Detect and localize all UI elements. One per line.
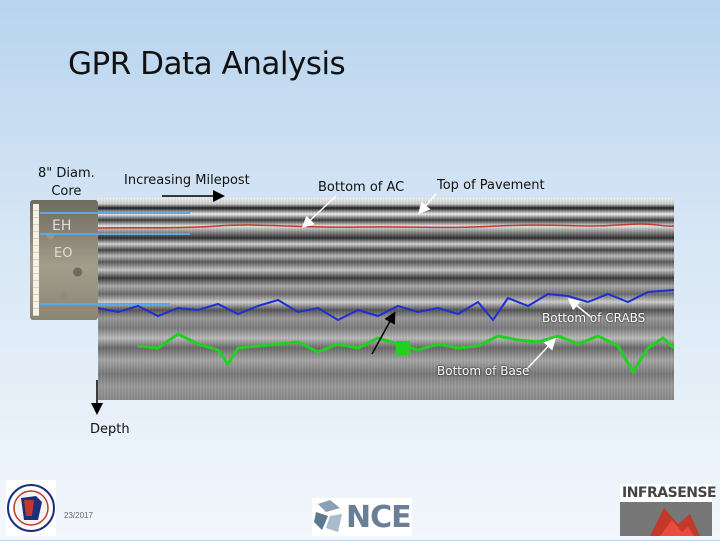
nce-emblem-icon <box>314 500 342 532</box>
core-label-line2: Core <box>51 184 82 199</box>
infrasense-logo-text: INFRASENSE <box>622 485 717 501</box>
slide-title: GPR Data Analysis <box>68 46 346 82</box>
top-pavement-arrow <box>418 193 437 215</box>
bottom-base-arrow <box>525 337 557 371</box>
green-marker <box>396 341 410 355</box>
core-label-line1: 8" Diam. <box>38 166 95 181</box>
core-label: 8" Diam. Core <box>38 165 95 201</box>
nce-logo <box>312 498 412 536</box>
bottom-crabs-label: Bottom of CRABS <box>542 311 646 325</box>
infrasense-graphic <box>620 502 712 536</box>
gpr-layer-lines <box>98 223 674 375</box>
core-marking-1: EH <box>52 218 72 234</box>
core-sample-photo <box>30 200 98 320</box>
core-marking-2: EO <box>54 246 73 261</box>
nce-logo-text: NCE <box>346 500 412 535</box>
core-ruler <box>33 204 39 316</box>
bottom-ac-arrow <box>301 195 337 229</box>
slide-date: 23/2017 <box>64 511 93 520</box>
bottom-ac-label: Bottom of AC <box>318 180 405 195</box>
bottom-base-label: Bottom of Base <box>437 364 530 378</box>
milepost-label: Increasing Milepost <box>124 173 250 188</box>
itd-logo <box>6 480 56 536</box>
bottom-crabs-arrow <box>567 298 593 319</box>
top-pavement-label: Top of Pavement <box>437 178 545 193</box>
ac-to-crabs-arrow <box>371 311 396 355</box>
bottom-crabs-line <box>98 289 674 322</box>
depth-label: Depth <box>90 422 130 437</box>
infrasense-logo <box>620 484 712 536</box>
top-pavement-line <box>98 223 674 229</box>
